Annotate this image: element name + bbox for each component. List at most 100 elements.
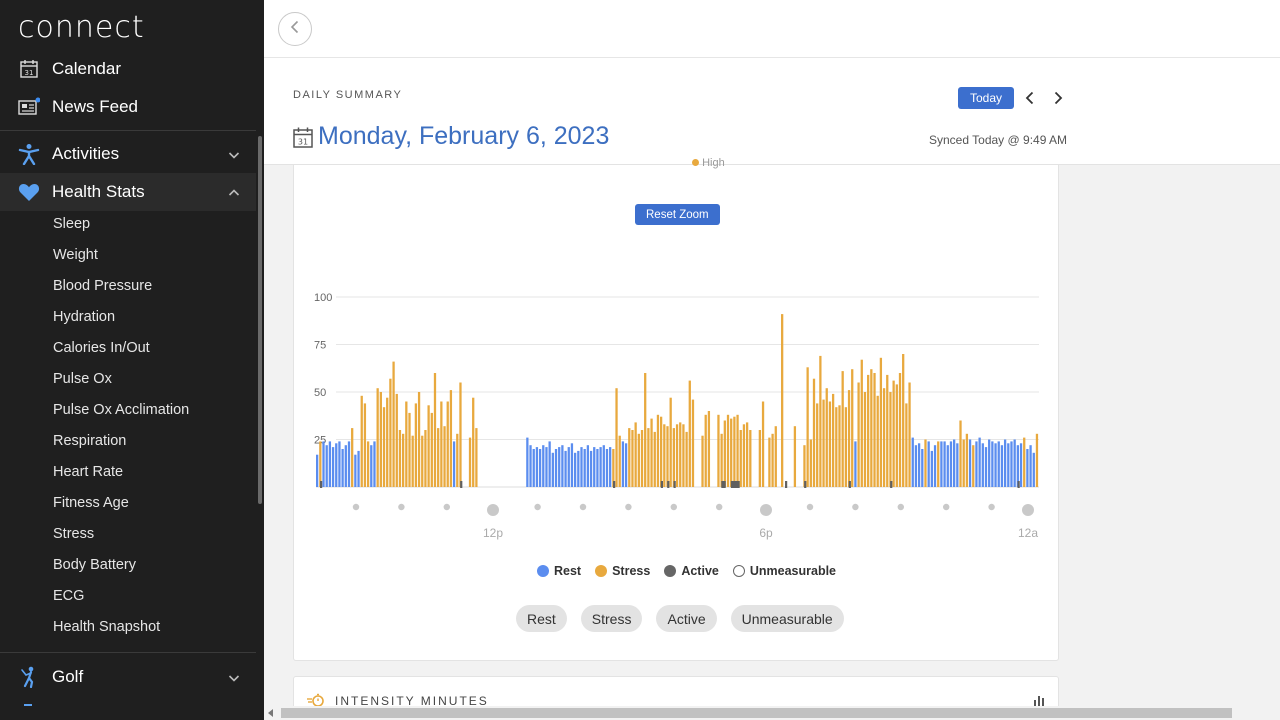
stress-bar [781, 314, 784, 487]
sidebar-item-calendar[interactable]: 31 Calendar [0, 50, 256, 88]
sidebar-subitem-weight[interactable]: Weight [53, 247, 98, 263]
x-minor-tick [852, 503, 859, 511]
stress-bar [812, 378, 816, 487]
filter-active-button[interactable]: Active [656, 605, 717, 632]
stress-bar [774, 426, 777, 487]
sidebar-subitem-ecg[interactable]: ECG [53, 588, 85, 604]
stress-bar [440, 401, 443, 487]
x-minor-tick [579, 503, 587, 511]
filter-rest-button[interactable]: Rest [516, 605, 567, 632]
rest-bar [1013, 439, 1016, 487]
rest-bar [325, 445, 328, 487]
rest-bar [914, 445, 918, 487]
rest-bar [933, 445, 937, 487]
chevron-up-icon[interactable] [228, 186, 240, 198]
x-tick-label: 12a [1018, 526, 1038, 540]
stress-bar [414, 403, 418, 487]
stress-bar [809, 439, 812, 487]
rest-bar [322, 441, 325, 487]
rest-bar [538, 449, 542, 487]
scroll-left-arrow-icon[interactable] [268, 709, 273, 717]
sidebar-item-label: News Feed [52, 97, 138, 116]
active-marker [721, 481, 726, 488]
legend-item-active[interactable]: Active [664, 564, 719, 578]
top-bar [264, 0, 1280, 58]
sidebar-item-activities[interactable]: Activities [0, 135, 256, 173]
chart-legend: Rest Stress Active Unmeasurable [537, 564, 836, 578]
legend-item-unmeasurable[interactable]: Unmeasurable [732, 564, 836, 578]
stress-bar [742, 424, 746, 487]
x-tick-label: 6p [759, 526, 773, 540]
rest-bar [452, 441, 456, 487]
page-title-date[interactable]: Monday, February 6, 2023 [318, 122, 610, 150]
stress-bar [424, 430, 427, 487]
stress-bar [437, 428, 440, 487]
stress-bar [672, 428, 676, 487]
stress-bar [745, 422, 749, 487]
active-marker [730, 481, 740, 488]
sidebar-subitem-blood-pressure[interactable]: Blood Pressure [53, 278, 153, 294]
stress-bar [392, 361, 395, 487]
stress-bar [822, 399, 825, 487]
sidebar-subitem-fitness-age[interactable]: Fitness Age [53, 495, 129, 511]
sidebar-subitem-hydration[interactable]: Hydration [53, 309, 116, 325]
legend-item-stress[interactable]: Stress [595, 564, 650, 578]
rest-bar [583, 449, 586, 487]
stress-bar [736, 414, 739, 487]
today-button[interactable]: Today [958, 87, 1015, 109]
back-button[interactable] [278, 12, 312, 46]
sidebar-item-golf[interactable]: Golf [0, 658, 256, 696]
rest-bar [526, 437, 529, 487]
stress-bar [847, 390, 851, 487]
sidebar-subitem-health-snapshot[interactable]: Health Snapshot [53, 619, 161, 635]
sidebar: connect 31 Calendar News Feed Activities… [0, 0, 264, 720]
rest-bar [580, 447, 583, 487]
rest-bar [593, 447, 596, 487]
chevron-down-icon[interactable] [228, 148, 240, 160]
sidebar-subitem-respiration[interactable]: Respiration [53, 433, 127, 449]
chevron-down-icon[interactable] [228, 671, 240, 683]
stress-chart-card: 100 75 50 25 12p 6p 12a High Reset Zoom Rest … [293, 157, 1060, 661]
sidebar-item-news-feed[interactable]: News Feed [0, 88, 256, 126]
stress-bar [835, 407, 838, 487]
sidebar-subitem-pulse-ox-acclimation[interactable]: Pulse Ox Acclimation [53, 402, 190, 418]
bar-chart-icon[interactable] [1033, 693, 1045, 706]
sidebar-scrollbar-thumb[interactable] [258, 136, 262, 504]
next-day-button[interactable] [1051, 91, 1065, 105]
sidebar-subitem-pulse-ox[interactable]: Pulse Ox [53, 371, 112, 387]
reset-zoom-button[interactable]: Reset Zoom [635, 204, 720, 225]
legend-label-high: High [702, 157, 725, 169]
y-tick-label: 75 [314, 340, 326, 352]
active-marker [890, 481, 893, 488]
stress-bar [803, 445, 806, 487]
calendar-icon[interactable]: 31 [293, 126, 313, 148]
stress-bar [379, 392, 382, 487]
filter-unmeasurable-button[interactable]: Unmeasurable [730, 605, 844, 632]
legend-item-rest[interactable]: Rest [537, 564, 581, 578]
sidebar-item-health-stats[interactable]: Health Stats [0, 173, 256, 211]
sidebar-subitem-sleep[interactable]: Sleep [53, 216, 91, 232]
stress-bar [819, 355, 822, 487]
stress-bar [395, 393, 398, 487]
stress-bar [376, 388, 379, 487]
sidebar-subitem-calories-in-out[interactable]: Calories In/Out [53, 340, 150, 356]
sidebar-subitem-heart-rate[interactable]: Heart Rate [53, 464, 124, 480]
horizontal-scrollbar[interactable] [264, 706, 1280, 720]
stress-bar [905, 403, 908, 487]
x-minor-tick [352, 503, 360, 511]
rest-bar [586, 445, 590, 487]
connect-logo[interactable]: connect [18, 10, 145, 45]
horizontal-scrollbar-thumb[interactable] [281, 708, 1232, 718]
x-minor-tick [625, 503, 632, 511]
sidebar-subitem-body-battery[interactable]: Body Battery [53, 557, 137, 573]
rest-bar [570, 443, 574, 487]
stress-bar [844, 407, 847, 487]
previous-day-button[interactable] [1023, 91, 1037, 105]
sidebar-subitem-stress[interactable]: Stress [53, 526, 95, 542]
rest-bar [1019, 443, 1023, 487]
active-marker [613, 481, 616, 488]
stress-bar [863, 392, 867, 487]
filter-stress-button[interactable]: Stress [580, 605, 643, 632]
stress-bar [723, 420, 726, 487]
